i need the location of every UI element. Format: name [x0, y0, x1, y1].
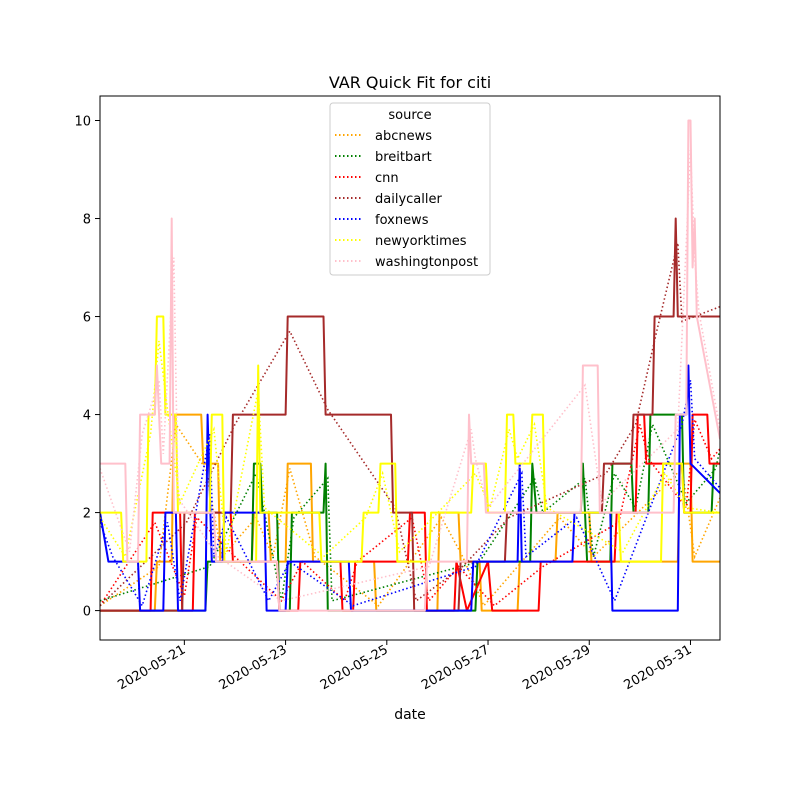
y-tick-label: 8	[83, 213, 91, 228]
legend-label-abcnews: abcnews	[375, 129, 432, 144]
legend-frame	[329, 102, 491, 276]
fitted-line-foxnews	[100, 380, 720, 608]
series-layer	[100, 119, 720, 612]
legend-label-dailycaller: dailycaller	[375, 192, 442, 207]
legend-label-breitbart: breitbart	[375, 150, 432, 165]
legend-title: source	[388, 108, 431, 123]
y-axis: 0 2 4 6 8 10	[74, 115, 100, 620]
x-axis-label: date	[394, 707, 426, 723]
fitted-line-washingtonpost	[100, 149, 720, 602]
y-tick-label: 0	[83, 605, 91, 620]
legend-label-cnn: cnn	[375, 171, 399, 186]
legend-label-newyorktimes: newyorktimes	[375, 234, 467, 249]
series-line-foxnews	[100, 364, 720, 612]
series-line-washingtonpost	[100, 119, 720, 612]
legend-label-washingtonpost: washingtonpost	[375, 255, 478, 270]
chart-title: VAR Quick Fit for citi	[329, 73, 491, 92]
y-tick-label: 6	[83, 311, 91, 326]
y-tick-label: 2	[83, 507, 91, 522]
series-line-newyorktimes	[100, 315, 720, 563]
legend: source abcnews breitbart cnn dailycaller fox…	[329, 102, 491, 276]
fitted-line-newyorktimes	[100, 340, 720, 559]
y-tick-label: 4	[83, 409, 91, 424]
plot-frame	[99, 95, 721, 641]
legend-label-foxnews: foxnews	[375, 213, 429, 228]
fitted-line-abcnews	[100, 422, 720, 608]
y-tick-label: 10	[74, 115, 91, 130]
fitted-line-dailycaller	[100, 242, 720, 607]
